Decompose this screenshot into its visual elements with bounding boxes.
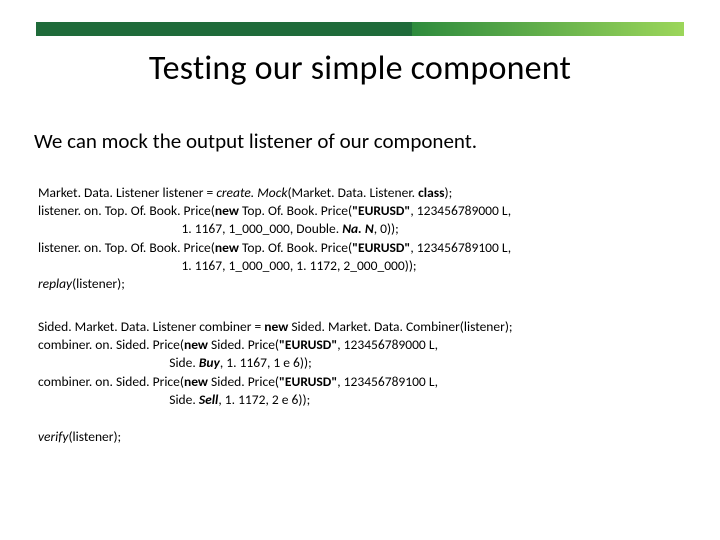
code-keyword: class xyxy=(418,184,444,201)
code-text: (listener); xyxy=(68,428,121,445)
code-keyword: new xyxy=(184,336,211,353)
code-text: , 123456789100 L, xyxy=(410,239,511,256)
code-string: "EURUSD" xyxy=(279,373,337,390)
slide-title: Testing our simple component xyxy=(0,48,720,89)
code-string: "EURUSD" xyxy=(352,239,410,256)
top-accent-bar xyxy=(36,22,684,36)
code-text: , 123456789100 L, xyxy=(337,373,438,390)
code-text: Sided. Market. Data. Combiner(listener); xyxy=(291,318,512,335)
code-block-2: Sided. Market. Data. Listener combiner =… xyxy=(38,318,700,409)
code-text: 1. 1167, 1_000_000, Double. xyxy=(38,220,342,237)
code-text: combiner. on. Sided. Price( xyxy=(38,373,184,390)
code-text: Side. xyxy=(38,391,199,408)
code-string: "EURUSD" xyxy=(279,336,337,353)
code-text: listener. on. Top. Of. Book. Price( xyxy=(38,202,215,219)
slide: Testing our simple component We can mock… xyxy=(0,0,720,540)
code-text: Sided. Market. Data. Listener combiner = xyxy=(38,318,264,335)
code-text: , 123456789000 L, xyxy=(337,336,438,353)
code-italic: verify xyxy=(38,428,68,445)
slide-subtitle: We can mock the output listener of our c… xyxy=(34,128,686,154)
code-keyword: new xyxy=(264,318,291,335)
code-text: Side. xyxy=(38,354,199,371)
code-text: Top. Of. Book. Price( xyxy=(242,239,352,256)
code-keyword: new xyxy=(184,373,211,390)
code-text: Sided. Price( xyxy=(211,336,279,353)
code-block-3: verify(listener); xyxy=(38,428,700,446)
code-const: Sell xyxy=(199,391,219,408)
code-block-1: Market. Data. Listener listener = create… xyxy=(38,184,700,293)
code-keyword: new xyxy=(215,239,242,256)
code-text: Sided. Price( xyxy=(211,373,279,390)
code-text: Top. Of. Book. Price( xyxy=(242,202,352,219)
code-text: ); xyxy=(445,184,453,201)
code-const: Na. N xyxy=(342,220,374,237)
code-const: Buy xyxy=(199,354,220,371)
code-text: 1. 1167, 1_000_000, 1. 1172, 2_000_000))… xyxy=(38,257,417,274)
code-text: Market. Data. Listener listener = xyxy=(38,184,216,201)
code-text: (Market. Data. Listener. xyxy=(287,184,418,201)
code-text: , 0)); xyxy=(374,220,399,237)
code-text: combiner. on. Sided. Price( xyxy=(38,336,184,353)
code-text: (listener); xyxy=(72,275,125,292)
code-string: "EURUSD" xyxy=(352,202,410,219)
code-keyword: new xyxy=(215,202,242,219)
code-italic: create. Mock xyxy=(216,184,287,201)
code-text: listener. on. Top. Of. Book. Price( xyxy=(38,239,215,256)
code-italic: replay xyxy=(38,275,72,292)
code-text: , 123456789000 L, xyxy=(410,202,511,219)
code-text: , 1. 1172, 2 e 6)); xyxy=(218,391,310,408)
top-accent-gradient xyxy=(412,22,684,36)
code-text: , 1. 1167, 1 e 6)); xyxy=(220,354,312,371)
top-accent-dark xyxy=(36,22,412,36)
